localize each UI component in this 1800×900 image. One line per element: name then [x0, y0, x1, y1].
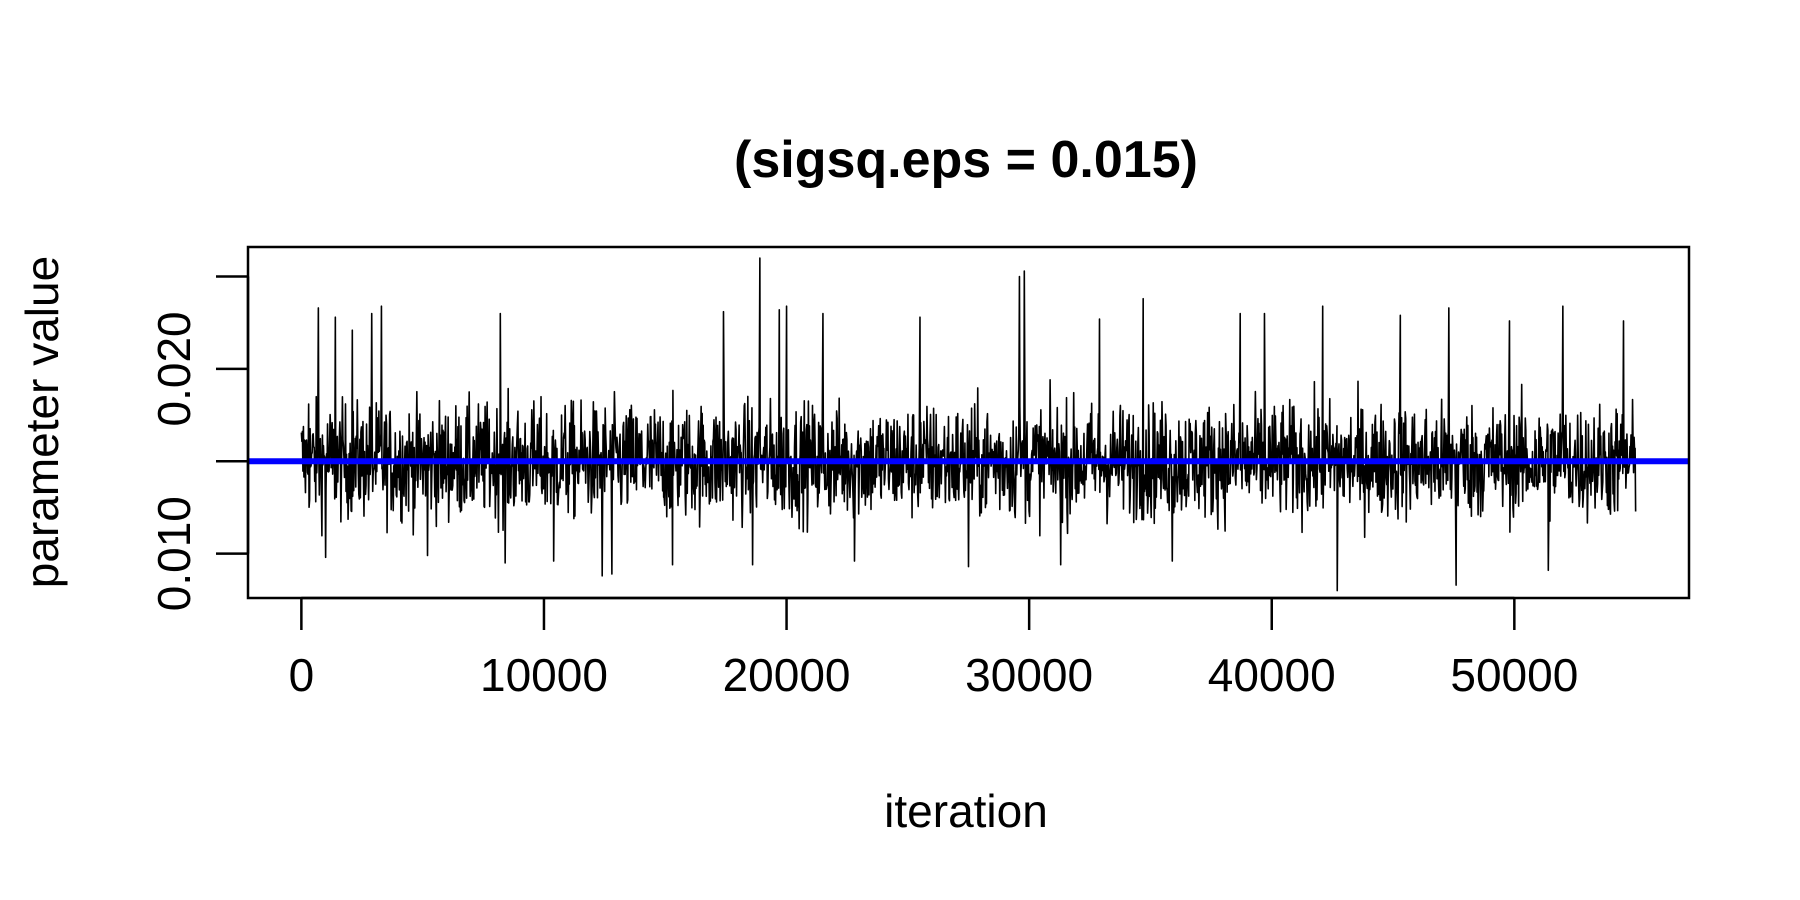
- x-tick-label: 30000: [965, 649, 1093, 701]
- y-tick-label: 0.010: [148, 496, 200, 611]
- trace-series: [300, 257, 1637, 592]
- x-tick-label: 50000: [1450, 649, 1578, 701]
- x-axis: 0 10000 20000 30000 40000 50000: [289, 596, 1578, 701]
- x-tick-label: 10000: [480, 649, 608, 701]
- chart-title: (sigsq.eps = 0.015): [734, 131, 1198, 189]
- x-tick-label: 40000: [1208, 649, 1336, 701]
- y-tick-label: 0.020: [148, 311, 200, 426]
- trace-line: [300, 257, 1637, 592]
- y-axis: 0.010 0.020: [148, 275, 250, 611]
- y-axis-label: parameter value: [16, 256, 68, 588]
- x-axis-label: iteration: [884, 785, 1048, 837]
- x-tick-label: 20000: [723, 649, 851, 701]
- x-tick-label: 0: [289, 649, 315, 701]
